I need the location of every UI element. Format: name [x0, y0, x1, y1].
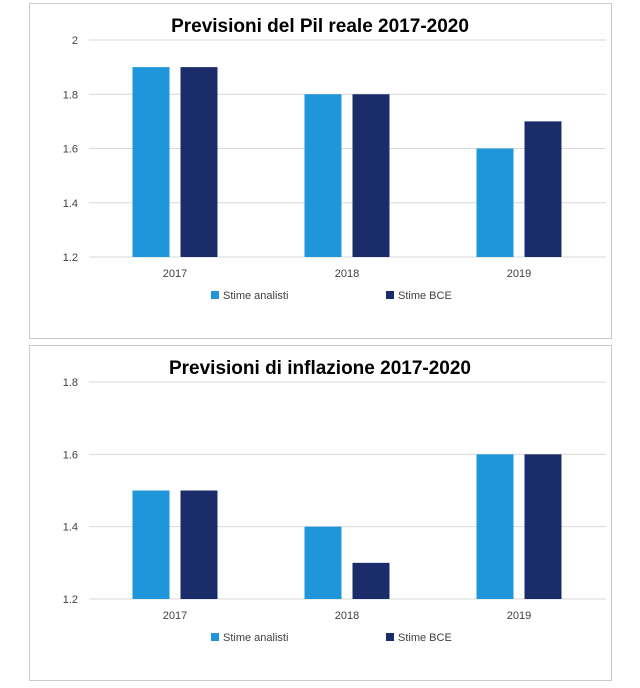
y-tick-label: 1.8 [63, 377, 78, 389]
bar-2017-series-1 [132, 490, 170, 599]
chart-title: Previsioni di inflazione 2017-2020 [169, 358, 471, 379]
y-tick-label: 1.6 [63, 144, 78, 156]
legend-swatch [211, 633, 219, 641]
bar-2019-series-2 [524, 121, 562, 257]
bar-2017-series-1 [132, 67, 170, 257]
x-tick-label: 2019 [507, 268, 531, 280]
bar-2019-series-1 [476, 148, 514, 257]
x-tick-label: 2019 [507, 610, 531, 622]
x-tick-label: 2017 [163, 610, 187, 622]
legend-label: Stime analisti [223, 632, 288, 644]
chart-panel-inflazione: Previsioni di inflazione 2017-2020 1.2 1.… [29, 345, 612, 681]
y-tick-label: 1.4 [63, 198, 78, 210]
legend-swatch [386, 291, 394, 299]
bar-2018-series-2 [352, 94, 390, 257]
bar-2017-series-2 [180, 490, 218, 599]
legend-swatch [211, 291, 219, 299]
legend-label: Stime BCE [398, 632, 452, 644]
legend-label: Stime BCE [398, 290, 452, 302]
bar-2018-series-2 [352, 562, 390, 599]
x-tick-label: 2017 [163, 268, 187, 280]
y-tick-label: 1.2 [63, 252, 78, 264]
chart-inflazione: Previsioni di inflazione 2017-2020 1.2 1.… [63, 358, 606, 644]
x-tick-label: 2018 [335, 610, 359, 622]
y-tick-label: 1.6 [63, 449, 78, 461]
bar-2019-series-2 [524, 454, 562, 599]
chart-title: Previsioni del Pil reale 2017-2020 [171, 16, 469, 37]
chart-panel-pil: Previsioni del Pil reale 2017-2020 1.2 1.… [29, 3, 612, 339]
bar-2019-series-1 [476, 454, 514, 599]
bar-2018-series-1 [304, 94, 342, 257]
y-tick-label: 1.4 [63, 522, 78, 534]
chart-pil: Previsioni del Pil reale 2017-2020 1.2 1.… [63, 16, 606, 302]
bar-2017-series-2 [180, 67, 218, 257]
y-tick-label: 1.8 [63, 89, 78, 101]
legend-swatch [386, 633, 394, 641]
legend-label: Stime analisti [223, 290, 288, 302]
y-tick-label: 1.2 [63, 594, 78, 606]
bar-2018-series-1 [304, 526, 342, 599]
x-tick-label: 2018 [335, 268, 359, 280]
y-tick-label: 2 [72, 35, 78, 47]
